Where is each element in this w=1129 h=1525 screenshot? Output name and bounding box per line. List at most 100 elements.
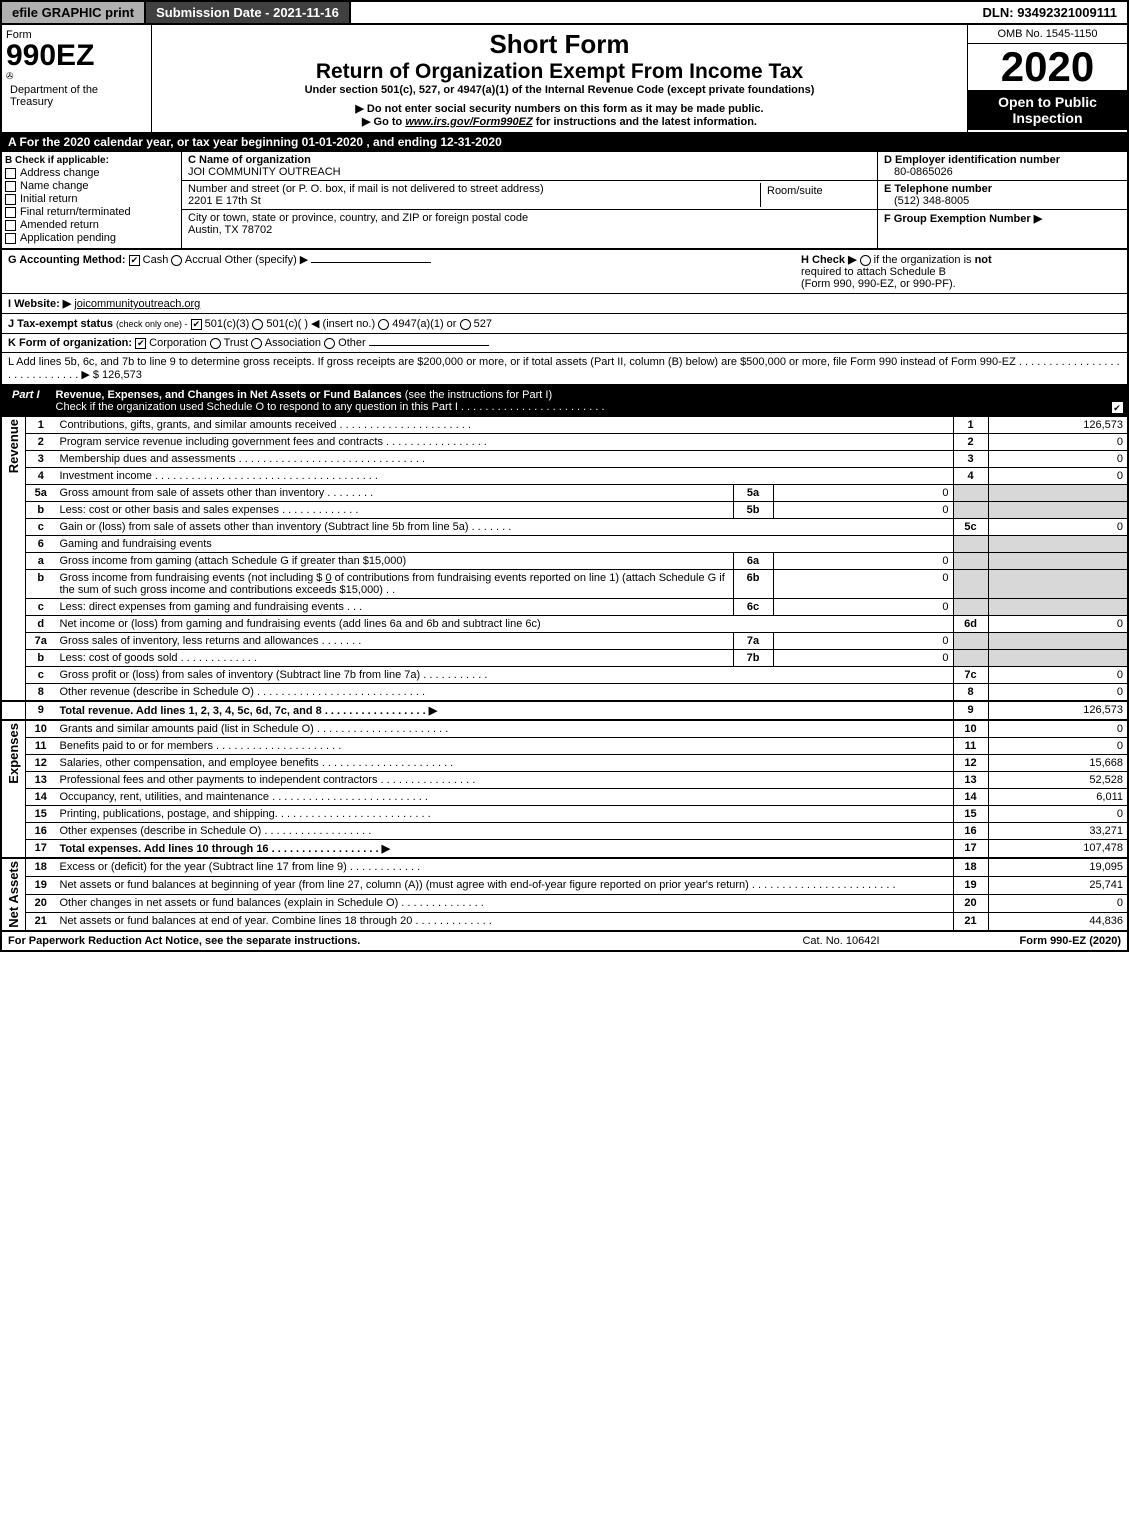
website-link[interactable]: joicommunityoutreach.org	[74, 298, 200, 310]
checkbox-icon[interactable]	[5, 220, 16, 231]
expenses-vertical-label: Expenses	[6, 723, 21, 784]
chk-application-pending[interactable]: Application pending	[5, 232, 178, 244]
irs-link[interactable]: www.irs.gov/Form990EZ	[405, 116, 532, 128]
opt-trust: Trust	[224, 337, 249, 349]
line-val: 126,573	[988, 701, 1128, 719]
org-name-label: C Name of organization	[188, 154, 871, 166]
shade-cell	[988, 570, 1128, 599]
part1-schedule-o-check[interactable]	[1107, 386, 1127, 416]
efile-print-button[interactable]: efile GRAPHIC print	[2, 2, 146, 23]
chk-501c[interactable]	[252, 319, 263, 330]
entity-info-block: B Check if applicable: Address change Na…	[0, 152, 1129, 250]
chk-other-org[interactable]	[324, 338, 335, 349]
chk-501c3[interactable]	[191, 319, 202, 330]
chk-amended-return[interactable]: Amended return	[5, 219, 178, 231]
shade-cell	[953, 650, 988, 667]
line-col: 3	[953, 451, 988, 468]
line-val: 0	[988, 519, 1128, 536]
org-city-cell: City or town, state or province, country…	[182, 210, 877, 238]
inner-num: 5b	[733, 502, 773, 519]
inner-num: 5a	[733, 485, 773, 502]
h-checkbox[interactable]	[860, 255, 871, 266]
chk-initial-return[interactable]: Initial return	[5, 193, 178, 205]
tax-year-bar: A For the 2020 calendar year, or tax yea…	[0, 132, 1129, 152]
form-ref-pre: Form	[1020, 935, 1051, 947]
checkbox-icon[interactable]	[5, 181, 16, 192]
line-col: 20	[953, 894, 988, 912]
row-k: K Form of organization: Corporation Trus…	[0, 334, 1129, 353]
section-g: G Accounting Method: Cash Accrual Other …	[8, 253, 801, 290]
line-num: 17	[26, 840, 56, 858]
inner-val: 0	[773, 502, 953, 519]
revenue-table: Revenue 1 Contributions, gifts, grants, …	[0, 416, 1129, 719]
l-text: L Add lines 5b, 6c, and 7b to line 9 to …	[8, 356, 1120, 381]
shade-cell	[988, 536, 1128, 553]
line-desc: Total revenue. Add lines 1, 2, 3, 4, 5c,…	[56, 701, 954, 719]
checkbox-icon[interactable]	[5, 168, 16, 179]
chk-accrual[interactable]	[171, 255, 182, 266]
line-col: 11	[953, 738, 988, 755]
line-val: 0	[988, 806, 1128, 823]
other-specify-line[interactable]	[311, 262, 431, 263]
line-desc: Less: direct expenses from gaming and fu…	[56, 599, 734, 616]
opt-501c: 501(c)( ) ◀ (insert no.)	[266, 318, 375, 330]
line-15: 15 Printing, publications, postage, and …	[1, 806, 1128, 823]
other-org-line[interactable]	[369, 345, 489, 346]
org-city: Austin, TX 78702	[188, 224, 871, 236]
dept-label: Department of the Treasury	[6, 82, 147, 110]
line-col: 9	[953, 701, 988, 719]
chk-corp[interactable]	[135, 338, 146, 349]
org-address: 2201 E 17th St	[188, 195, 760, 207]
chk-cash[interactable]	[129, 255, 140, 266]
line-col: 1	[953, 417, 988, 434]
checkbox-icon[interactable]	[5, 207, 16, 218]
line-num: 8	[26, 684, 56, 702]
checkbox-icon[interactable]	[5, 194, 16, 205]
opt-other-org: Other	[338, 337, 366, 349]
chk-name-change[interactable]: Name change	[5, 180, 178, 192]
shade-cell	[953, 536, 988, 553]
line-9: 9 Total revenue. Add lines 1, 2, 3, 4, 5…	[1, 701, 1128, 719]
line-desc: Gross sales of inventory, less returns a…	[56, 633, 734, 650]
line-num: 2	[26, 434, 56, 451]
chk-label: Application pending	[20, 232, 116, 244]
line-num: b	[26, 502, 56, 519]
form-header: Form 990EZ ✇ Department of the Treasury …	[0, 25, 1129, 132]
line-desc: Net assets or fund balances at end of ye…	[56, 912, 954, 930]
chk-4947[interactable]	[378, 319, 389, 330]
line-desc: Gross amount from sale of assets other t…	[56, 485, 734, 502]
checkbox-icon[interactable]	[1112, 402, 1123, 413]
chk-trust[interactable]	[210, 338, 221, 349]
line-num: 12	[26, 755, 56, 772]
line-num: d	[26, 616, 56, 633]
chk-address-change[interactable]: Address change	[5, 167, 178, 179]
chk-final-return[interactable]: Final return/terminated	[5, 206, 178, 218]
line-desc: Net income or (loss) from gaming and fun…	[56, 616, 954, 633]
line-num: 13	[26, 772, 56, 789]
line-desc: Gross income from gaming (attach Schedul…	[56, 553, 734, 570]
tel-value: (512) 348-8005	[884, 195, 1121, 207]
section-c: C Name of organization JOI COMMUNITY OUT…	[182, 152, 877, 248]
h-label: H Check ▶	[801, 254, 857, 266]
desc-amt: 0	[325, 572, 331, 584]
line-4: 4 Investment income . . . . . . . . . . …	[1, 468, 1128, 485]
line-desc: Membership dues and assessments . . . . …	[56, 451, 954, 468]
line-desc: Excess or (deficit) for the year (Subtra…	[56, 858, 954, 876]
line-5c: c Gain or (loss) from sale of assets oth…	[1, 519, 1128, 536]
line-col: 6d	[953, 616, 988, 633]
shade-cell	[988, 633, 1128, 650]
chk-527[interactable]	[460, 319, 471, 330]
line-num: 18	[26, 858, 56, 876]
cat-number: Cat. No. 10642I	[741, 935, 941, 947]
checkbox-icon[interactable]	[5, 233, 16, 244]
line-col: 7c	[953, 667, 988, 684]
inner-val: 0	[773, 570, 953, 599]
inner-val: 0	[773, 633, 953, 650]
line-col: 14	[953, 789, 988, 806]
chk-assoc[interactable]	[251, 338, 262, 349]
part1-title: Revenue, Expenses, and Changes in Net As…	[56, 389, 402, 401]
org-name-cell: C Name of organization JOI COMMUNITY OUT…	[182, 152, 877, 181]
subtitle-goto: ▶ Go to www.irs.gov/Form990EZ for instru…	[160, 115, 959, 128]
line-num: 10	[26, 720, 56, 738]
submission-date-button[interactable]: Submission Date - 2021-11-16	[146, 2, 351, 23]
